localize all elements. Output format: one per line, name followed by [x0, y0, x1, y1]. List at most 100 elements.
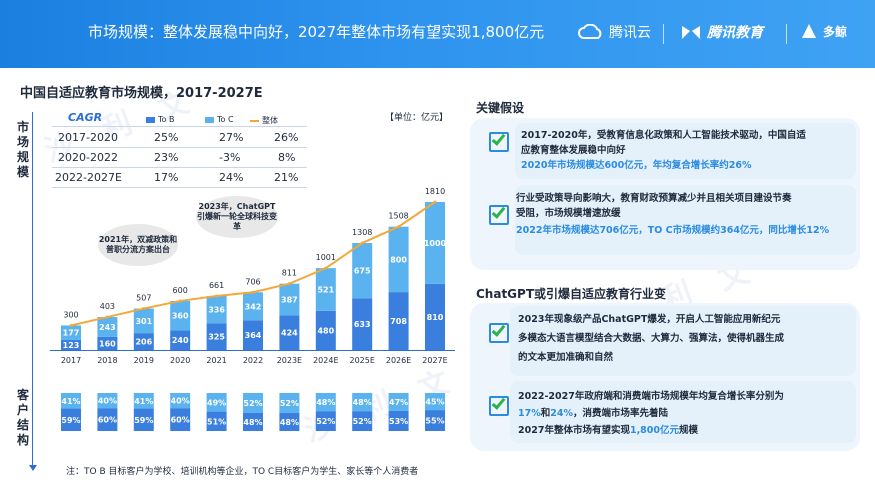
data-label-total: 300 — [63, 310, 78, 319]
structure-label-toc: 40% — [171, 397, 190, 406]
bar-toc — [61, 325, 81, 340]
legend-label: To C — [217, 115, 234, 124]
structure-label-tob: 59% — [134, 416, 153, 425]
structure-label-toc: 41% — [61, 397, 80, 406]
structure-bar-toc — [133, 393, 154, 409]
bar-tob — [315, 310, 336, 350]
total-point — [105, 315, 109, 319]
bar-tob — [279, 315, 300, 350]
bar-toc — [97, 317, 118, 337]
structure-bar-toc — [315, 393, 336, 412]
structure-label-tob: 60% — [171, 416, 190, 425]
bar-toc — [206, 295, 227, 324]
total-point — [287, 282, 291, 286]
brand-duojing: 多鲸 — [800, 22, 847, 40]
structure-label-toc: 52% — [280, 399, 299, 408]
data-label-tob: 240 — [172, 336, 189, 345]
structure-bar-tob — [97, 408, 118, 431]
structure-bar-tob — [425, 410, 445, 431]
bar-tob — [170, 330, 191, 350]
total-point — [178, 299, 182, 303]
x-tick-label: 2022 — [243, 356, 263, 365]
structure-bar-toc — [61, 393, 81, 409]
bar-toc — [170, 300, 191, 331]
bar-toc — [388, 226, 409, 293]
cagr-toc: -3% — [219, 151, 241, 164]
brand-label: 多鲸 — [823, 24, 848, 39]
assumption-card — [515, 123, 856, 179]
legend-label: To B — [158, 115, 175, 124]
x-tick-label: 2018 — [97, 356, 117, 365]
structure-bar-tob — [170, 408, 191, 431]
cagr-toc: 24% — [219, 171, 244, 184]
assumption-text: 2017-2020年，受教育信息化政策和人工智能技术驱动，中国自适 应教育整体发… — [521, 130, 806, 171]
x-tick-label: 2027E — [422, 356, 447, 365]
bar-toc — [243, 292, 263, 321]
data-label-total: 1810 — [425, 187, 445, 196]
cagr-tob: 23% — [154, 151, 179, 164]
data-label-tob: 206 — [135, 338, 152, 347]
data-label-total: 661 — [209, 281, 224, 290]
structure-bar-tob — [352, 411, 373, 431]
footnote: 注：TO B 目标客户为学校、培训机构等企业，TO C目标客户为学生、家长等个人… — [66, 467, 419, 477]
market-chart: 123 177 300 2017 160 243 403 2018 206 301 507 2019 2… — [50, 187, 455, 431]
total-point — [433, 200, 437, 204]
checkbox-icon — [489, 322, 509, 343]
x-tick-label: 2019 — [134, 356, 154, 365]
data-label-toc: 243 — [99, 323, 116, 332]
bar-toc — [133, 308, 154, 334]
arrow-down-icon — [28, 465, 37, 471]
structure-bar-toc — [352, 393, 373, 412]
data-label-total: 600 — [173, 286, 188, 295]
data-label-toc: 301 — [135, 317, 152, 326]
total-point — [397, 225, 401, 229]
customer-structure-label: 客户结构 — [16, 388, 29, 447]
data-label-tob: 364 — [245, 331, 262, 340]
assumptions-title: 关键假设 — [476, 101, 525, 115]
cagr-period: 2017-2020 — [58, 131, 118, 144]
structure-bar-toc — [170, 393, 191, 409]
structure-label-tob: 52% — [353, 417, 372, 426]
structure-bar-toc — [425, 393, 445, 411]
structure-label-toc: 48% — [353, 398, 372, 407]
table-divider — [52, 126, 307, 127]
cloud-icon — [578, 24, 602, 39]
table-divider — [52, 147, 307, 148]
x-tick-label: 2023E — [277, 356, 302, 365]
structure-label-toc: 48% — [316, 398, 335, 407]
total-point — [215, 294, 219, 298]
bar-tob — [352, 298, 373, 350]
structure-bar-toc — [97, 393, 118, 409]
checkbox-icon — [489, 395, 509, 416]
chatgpt-card — [510, 306, 856, 376]
assumption-text: 行业受政策导向影响大，教育财政预算减少并且相关项目建设节奏 受阻，市场规模增速放… — [516, 193, 830, 236]
table-divider — [52, 167, 307, 168]
chatgpt-text: 2022-2027年政府端和消费端市场规模年均复合增长率分别为 17%和24%，… — [518, 391, 784, 436]
bar-toc — [315, 268, 336, 311]
cagr-tob: 17% — [154, 171, 179, 184]
structure-bar-tob — [279, 412, 300, 431]
data-label-tob: 708 — [390, 317, 407, 326]
cagr-period: 2022-2027E — [55, 171, 122, 184]
page-title: 市场规模：整体发展稳中向好，2027年整体市场有望实现1,800亿元 — [88, 23, 545, 41]
data-label-total: 1001 — [316, 253, 336, 262]
structure-bar-toc — [243, 393, 263, 413]
bar-toc — [279, 283, 300, 316]
data-label-total: 706 — [245, 277, 260, 286]
data-label-total: 507 — [136, 294, 151, 303]
data-label-total: 1508 — [388, 212, 408, 221]
brand-label: 腾讯云 — [609, 25, 651, 41]
brand-tencent-cloud: 腾讯云 — [578, 22, 651, 42]
data-label-toc: 336 — [208, 306, 225, 315]
bar-toc — [352, 243, 373, 299]
structure-label-tob: 55% — [425, 417, 444, 426]
structure-label-tob: 48% — [280, 418, 299, 427]
market-size-label: 市场规模 — [16, 120, 29, 179]
data-label-toc: 342 — [245, 302, 262, 311]
total-point — [69, 323, 73, 327]
x-tick-label: 2026E — [386, 356, 411, 365]
bar-tob — [425, 283, 445, 350]
brand-label: 腾讯教育 — [707, 25, 763, 41]
legend-swatch — [205, 116, 214, 123]
assumption-card — [515, 185, 856, 255]
